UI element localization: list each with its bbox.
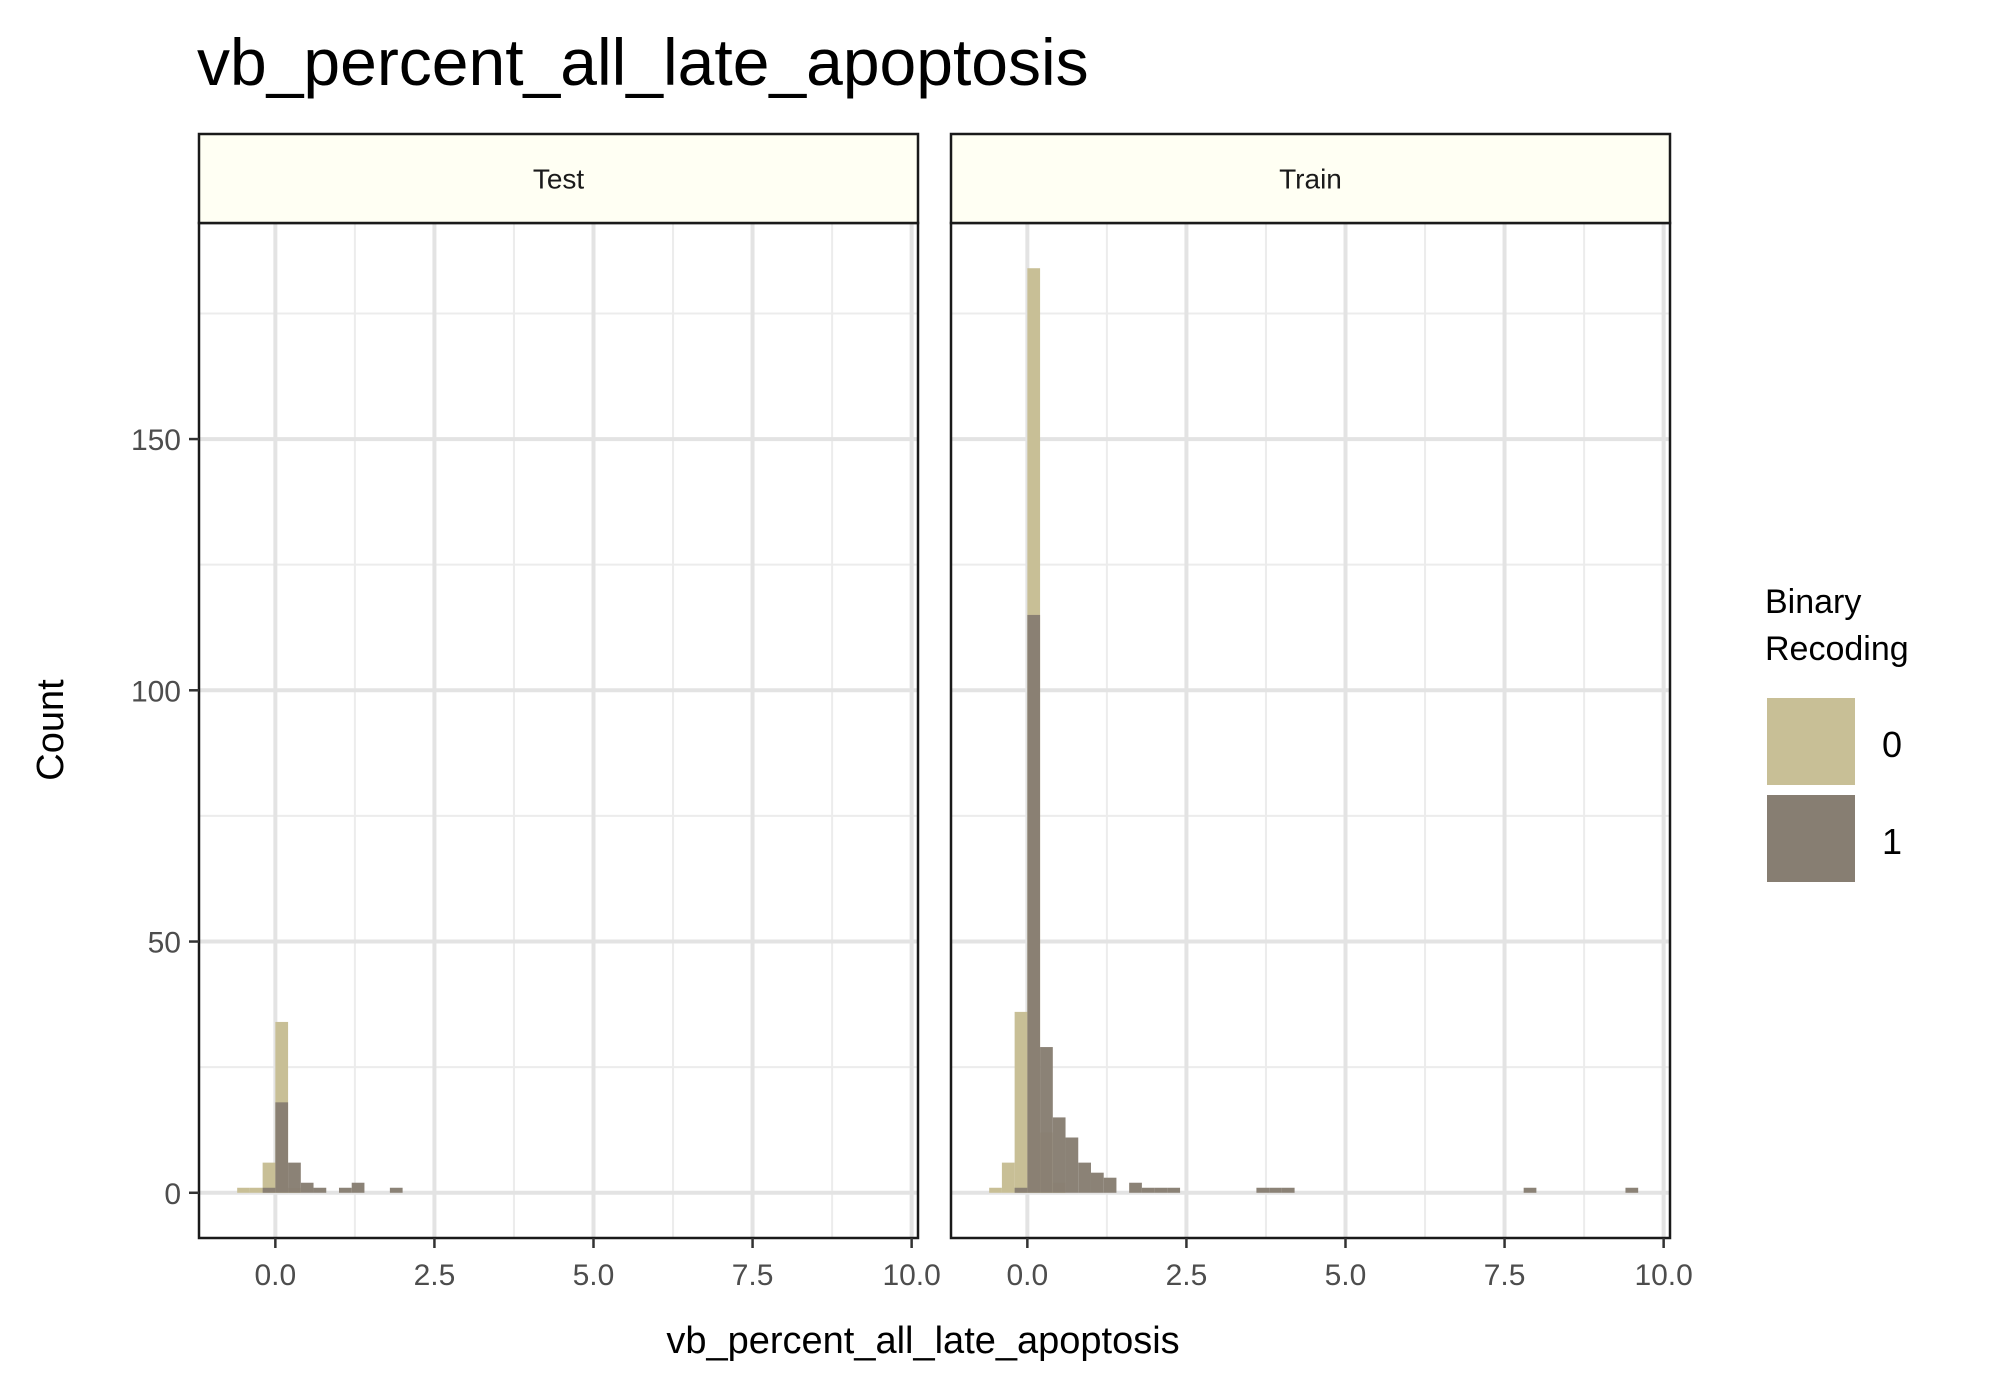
histogram-bar-series-0 — [989, 1187, 1002, 1193]
facet-strip — [949, 132, 1672, 225]
x-tick-label: 2.5 — [1166, 1259, 1208, 1292]
histogram-bar-series-1 — [1052, 1117, 1066, 1193]
histogram-bar-series-1 — [389, 1187, 403, 1193]
histogram-bar-series-0 — [249, 1187, 263, 1193]
facet-panel-train: Train 0.0 2.5 5.0 7.5 10.0 — [949, 132, 1693, 1292]
y-tick-label: 50 — [148, 927, 181, 960]
y-axis: 0 50 100 150 — [131, 424, 199, 1211]
legend-label-0: 0 — [1882, 724, 1902, 765]
histogram-bar-series-1 — [313, 1187, 327, 1193]
histogram-bar-series-1 — [300, 1182, 314, 1193]
histogram-bar-series-1 — [1625, 1187, 1639, 1193]
histogram-bar-series-1 — [1090, 1172, 1104, 1193]
legend-key-0 — [1767, 698, 1855, 785]
histogram-bar-series-1 — [1523, 1187, 1537, 1193]
histogram-bar-series-1 — [275, 1102, 289, 1193]
legend-key-1 — [1767, 795, 1855, 882]
histogram-bar-series-1 — [351, 1182, 365, 1193]
x-axis-title: vb_percent_all_late_apoptosis — [666, 1320, 1179, 1362]
y-axis-title: Count — [30, 679, 72, 781]
x-tick-label: 0.0 — [254, 1259, 296, 1292]
y-tick-label: 0 — [164, 1178, 181, 1211]
histogram-bar-series-1 — [1154, 1187, 1168, 1193]
x-tick-label: 5.0 — [1325, 1259, 1367, 1292]
panel-background — [199, 223, 918, 1238]
facet-strip — [197, 132, 920, 225]
histogram-bar-series-1 — [1281, 1187, 1295, 1193]
histogram-bar-series-0 — [237, 1187, 250, 1193]
x-tick-label: 0.0 — [1006, 1259, 1048, 1292]
x-tick-label: 5.0 — [573, 1259, 615, 1292]
legend-title-line-1: Binary — [1765, 583, 1861, 621]
legend: Binary Recoding 0 1 — [1765, 583, 1909, 882]
facet-panel-test: Test 0.0 2.5 5.0 7.5 10.0 — [197, 132, 941, 1292]
histogram-bar-series-1 — [1256, 1187, 1270, 1193]
x-tick-label: 2.5 — [414, 1259, 456, 1292]
chart-title: vb_percent_all_late_apoptosis — [197, 25, 1089, 99]
histogram-bar-series-1 — [1269, 1187, 1282, 1193]
histogram-bar-series-1 — [1040, 1047, 1053, 1193]
histogram-bar-series-0 — [1001, 1162, 1015, 1193]
histogram-bar-series-1 — [1167, 1187, 1181, 1193]
panel-background — [951, 223, 1670, 1238]
histogram-bar-series-1 — [1129, 1182, 1142, 1193]
histogram-bar-series-1 — [1078, 1162, 1091, 1193]
y-tick-label: 100 — [131, 675, 181, 708]
legend-title-line-2: Recoding — [1765, 630, 1909, 668]
y-tick-label: 150 — [131, 424, 181, 457]
x-tick-label: 7.5 — [1484, 1259, 1526, 1292]
histogram-bar-series-1 — [1141, 1187, 1155, 1193]
facet-strip-label: Test — [533, 164, 585, 195]
histogram-bar-series-0 — [262, 1162, 276, 1193]
x-tick-label: 7.5 — [732, 1259, 774, 1292]
histogram-bar-series-1 — [1014, 1187, 1028, 1193]
legend-label-1: 1 — [1882, 821, 1902, 862]
histogram-bar-series-1 — [1027, 614, 1041, 1193]
facet-strip-label: Train — [1279, 164, 1342, 195]
x-tick-label: 10.0 — [882, 1259, 940, 1292]
histogram-bar-series-1 — [262, 1187, 276, 1193]
histogram-bar-series-1 — [1065, 1137, 1079, 1193]
x-tick-label: 10.0 — [1634, 1259, 1692, 1292]
histogram-bar-series-1 — [288, 1162, 301, 1193]
histogram-bar-series-0 — [1014, 1011, 1028, 1193]
histogram-bar-series-1 — [1103, 1177, 1117, 1193]
histogram-bar-series-1 — [338, 1187, 352, 1193]
